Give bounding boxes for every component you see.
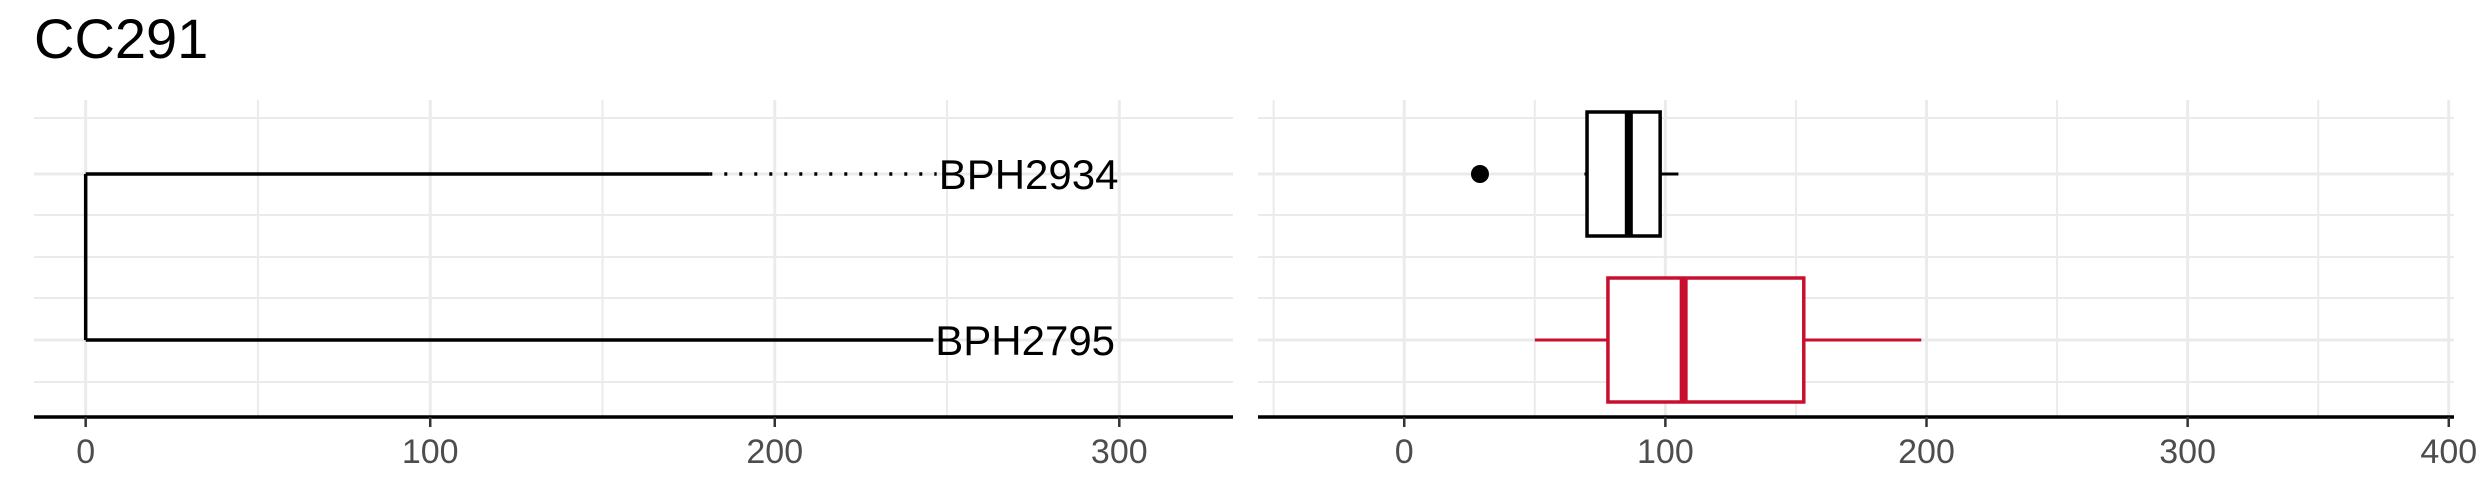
tip-label: BPH2795 bbox=[935, 317, 1115, 364]
box-x-tick-label: 0 bbox=[1395, 433, 1414, 471]
box-x-tick-label: 300 bbox=[2159, 433, 2216, 471]
tree-x-tick-label: 0 bbox=[76, 433, 95, 471]
box-body bbox=[1606, 276, 1806, 404]
tip-label: BPH2934 bbox=[939, 151, 1119, 198]
box-x-tick-label: 200 bbox=[1898, 433, 1955, 471]
tree-x-tick-label: 300 bbox=[1091, 433, 1148, 471]
boxplot-panel: 0 100 200 300 400 bbox=[1258, 100, 2477, 471]
tree-panel: BPH2934 BPH2795 0 100 200 300 bbox=[34, 100, 1233, 471]
chart-title: CC291 bbox=[34, 7, 209, 70]
tree-x-tick-label: 200 bbox=[746, 433, 803, 471]
box-body bbox=[1585, 110, 1662, 238]
tree-x-tick-label: 100 bbox=[402, 433, 459, 471]
box-outlier bbox=[1470, 165, 1489, 183]
box-x-tick-label: 100 bbox=[1637, 433, 1694, 471]
box-x-tick-label: 400 bbox=[2420, 433, 2477, 471]
